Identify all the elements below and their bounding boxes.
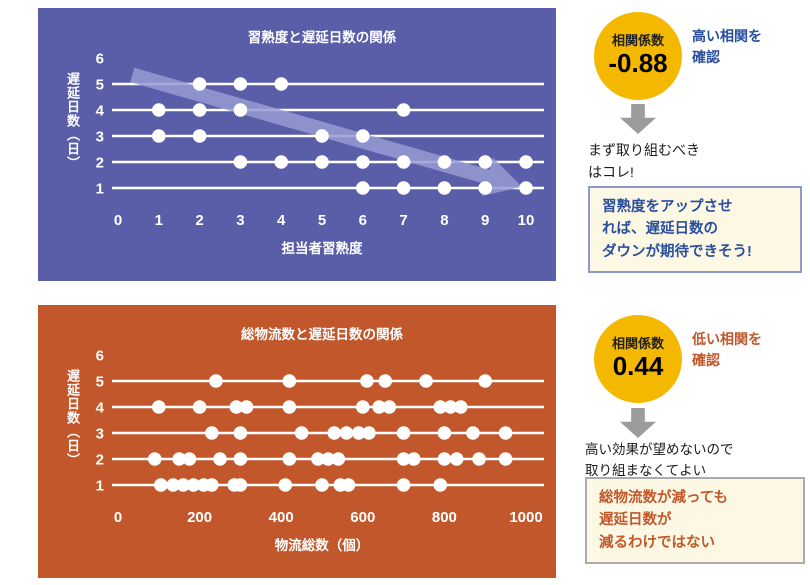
svg-text:4: 4	[277, 212, 286, 229]
down-arrow-icon	[620, 104, 656, 134]
correlation-note-top: 高い相関を 確認	[692, 28, 762, 65]
chart-panel-proficiency: 習熟度と遅延日数の関係 1 2 3 4 5 6 0 1 2 3 4 5 6 7 8 9 10 担当者習熟度 遅延日数…	[38, 8, 556, 281]
down-arrow-icon	[620, 408, 656, 438]
svg-text:10: 10	[518, 212, 535, 229]
correlation-badge-label: 相関係数	[611, 32, 664, 48]
svg-text:5: 5	[96, 77, 104, 94]
svg-text:1: 1	[155, 212, 163, 229]
svg-text:3: 3	[96, 426, 104, 443]
correlation-badge-top: 相関係数 -0.88	[594, 12, 682, 100]
svg-text:0: 0	[114, 509, 122, 526]
svg-text:9: 9	[481, 212, 489, 229]
y-axis-title: 遅延日数（日）	[64, 72, 80, 170]
svg-text:担当者習熟度: 担当者習熟度	[282, 240, 363, 256]
svg-text:5: 5	[318, 212, 326, 229]
svg-text:800: 800	[432, 509, 457, 526]
svg-text:0: 0	[114, 212, 122, 229]
svg-text:8: 8	[440, 212, 448, 229]
svg-text:習熟度と遅延日数の関係: 習熟度と遅延日数の関係	[248, 29, 397, 45]
conclusion-callout-top: 習熟度をアップさせ れば、遅延日数の ダウンが期待できそう!	[588, 186, 802, 274]
svg-text:6: 6	[96, 51, 104, 68]
svg-text:600: 600	[350, 509, 375, 526]
svg-text:2: 2	[96, 155, 104, 172]
svg-text:3: 3	[236, 212, 244, 229]
action-note-top: まず取り組むべき はコレ!	[588, 142, 700, 180]
svg-text:200: 200	[187, 509, 212, 526]
svg-text:物流総数（個）: 物流総数（個）	[275, 537, 370, 553]
y-axis-title: 遅延日数（日）	[64, 369, 80, 467]
svg-text:7: 7	[399, 212, 407, 229]
svg-text:6: 6	[96, 348, 104, 365]
svg-text:総物流数と遅延日数の関係: 総物流数と遅延日数の関係	[241, 326, 403, 342]
action-note-bottom: 高い効果が望めないので 取り組まなくてよい	[585, 442, 734, 478]
svg-text:6: 6	[359, 212, 367, 229]
svg-text:4: 4	[96, 400, 105, 417]
svg-text:2: 2	[96, 452, 104, 469]
correlation-badge-bottom: 相関係数 0.44	[594, 315, 682, 403]
svg-text:1000: 1000	[509, 509, 542, 526]
svg-text:4: 4	[96, 103, 105, 120]
svg-text:5: 5	[96, 374, 104, 391]
conclusion-callout-bottom: 総物流数が減っても 遅延日数が 減るわけではない	[585, 477, 805, 565]
correlation-note-bottom: 低い相関を 確認	[692, 331, 762, 368]
correlation-badge-label: 相関係数	[611, 335, 664, 351]
svg-text:2: 2	[195, 212, 203, 229]
svg-text:1: 1	[96, 478, 104, 495]
correlation-badge-value: 0.44	[612, 351, 664, 382]
correlation-badge-value: -0.88	[608, 48, 668, 79]
scatter-chart-logistics-delay: 総物流数と遅延日数の関係 1 2 3 4 5 6 0 200 400 600 800 1000 物流総数（…	[96, 326, 544, 553]
chart-panel-logistics: 総物流数と遅延日数の関係 1 2 3 4 5 6 0 200 400 600 800 1000 物流総数（…	[38, 305, 556, 578]
svg-text:400: 400	[269, 509, 294, 526]
svg-text:1: 1	[96, 181, 104, 198]
svg-text:3: 3	[96, 129, 104, 146]
